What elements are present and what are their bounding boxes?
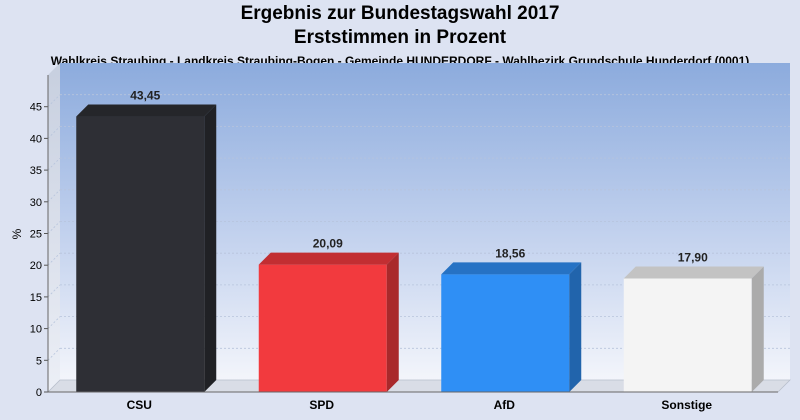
gridline-side [47,348,61,361]
gridline-side [47,157,61,171]
bar-top-spd [258,252,399,265]
y-tick-label: 20 [30,260,42,272]
chart-title: Ergebnis zur Bundestagswahl 2017 [240,3,560,24]
bar-side-afd [569,262,582,392]
gridline-side [47,316,61,329]
bar-spd [258,264,387,392]
y-tick-label: 25 [30,229,42,241]
data-label: 18,56 [495,246,525,260]
bar-afd [441,274,570,392]
x-tick-label: CSU [127,398,152,412]
bar-top-csu [76,104,217,117]
bar-side-spd [386,252,399,392]
y-tick-label: 15 [30,292,42,304]
y-tick-label: 45 [30,102,42,114]
bar-side-csu [204,104,217,392]
gridline-side [47,94,61,107]
gridline-side [47,189,61,203]
x-tick-label: AfD [494,398,516,412]
y-tick-label: 35 [30,165,42,177]
y-tick-label: 30 [30,197,42,209]
y-tick-label: 5 [36,355,42,367]
gridline-side [47,126,61,139]
y-tick-label: 0 [36,387,42,399]
data-label: 17,90 [678,251,708,265]
bar-sonstige [623,278,752,392]
x-tick-label: SPD [309,398,334,412]
bar-csu [76,116,205,392]
y-tick-label: 40 [30,133,42,145]
y-axis-label: % [10,228,24,239]
bar-top-sonstige [623,266,764,279]
bar-top-afd [441,262,582,275]
chart-title-line2: Erststimmen in Prozent [293,27,507,48]
data-label: 43,45 [130,89,160,103]
gridline-side [47,284,61,298]
data-label: 20,09 [313,237,343,251]
y-tick-label: 10 [30,324,42,336]
gridline-side [47,252,61,266]
bar-side-sonstige [751,266,764,392]
x-tick-label: Sonstige [661,398,712,412]
gridline-side [47,221,61,234]
